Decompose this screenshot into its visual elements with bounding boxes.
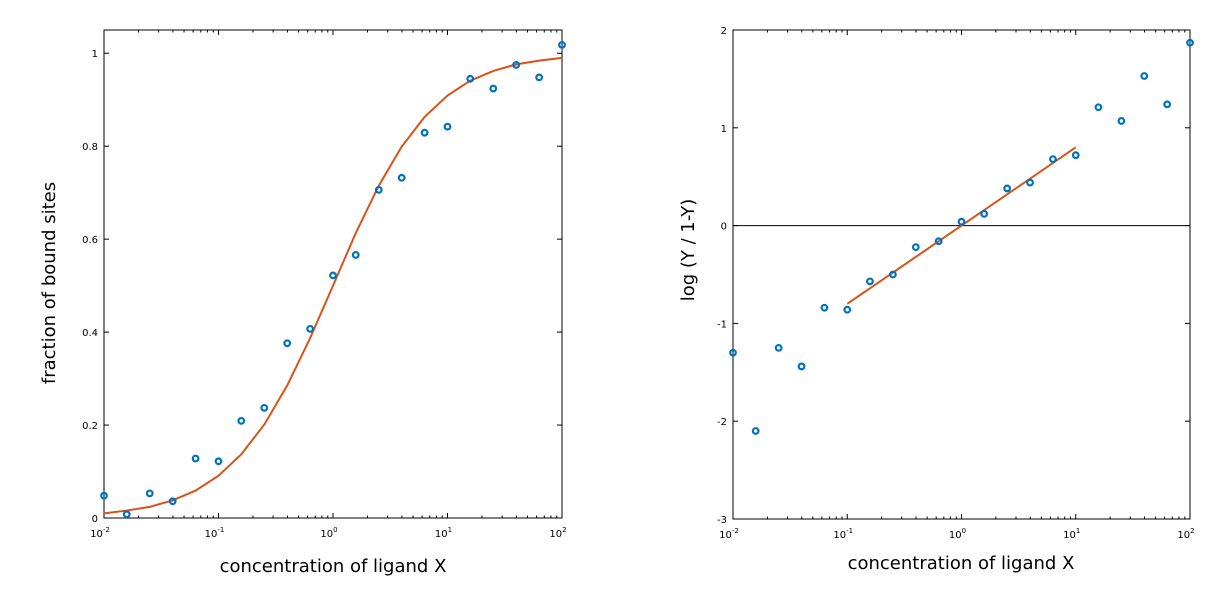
x-tick-label: 100 xyxy=(949,527,966,541)
data-point xyxy=(751,427,760,435)
data-point xyxy=(911,243,920,252)
data-point xyxy=(283,339,292,348)
chart-1: 10-2 10-1 100 101 102 0 0.2 0.4 0.6 0.8 1 concentra… xyxy=(39,29,567,577)
x-tick-label: 10-1 xyxy=(833,527,853,541)
data-point xyxy=(329,271,337,280)
x-tick-label: 102 xyxy=(1177,527,1194,541)
fit-line xyxy=(103,56,563,515)
data-point xyxy=(168,497,177,506)
y-tick-label: -2 xyxy=(717,417,727,428)
data-point xyxy=(820,303,829,312)
y-tick-label: 0 xyxy=(92,514,98,525)
data-point xyxy=(1003,184,1012,193)
data-point xyxy=(729,348,737,357)
y-tick-label: 0.8 xyxy=(82,142,98,153)
y-tick-label: 1 xyxy=(721,124,727,135)
data-point xyxy=(1071,151,1080,160)
data-point xyxy=(1140,72,1149,80)
x-tick-label: 101 xyxy=(435,526,452,540)
data-point xyxy=(260,403,269,412)
data-point xyxy=(866,277,874,286)
data-point xyxy=(237,416,246,425)
y-tick-label: 0.4 xyxy=(82,328,98,339)
data-point xyxy=(512,60,521,69)
data-point xyxy=(934,237,943,246)
x-axis-label: concentration of ligand X xyxy=(220,556,447,577)
y-tick-label: 0 xyxy=(721,222,727,233)
fit-line xyxy=(846,146,1077,305)
x-tick-label: 10-1 xyxy=(205,526,225,540)
data-point xyxy=(351,251,360,259)
x-tick-label: 10-2 xyxy=(90,526,110,540)
x-tick-label: 10-2 xyxy=(719,527,739,541)
data-point xyxy=(889,270,897,279)
data-point xyxy=(100,491,108,500)
data-point xyxy=(1026,178,1034,187)
x-tick-label: 102 xyxy=(549,526,566,540)
y-tick-label: 0.6 xyxy=(82,235,98,246)
data-point xyxy=(558,40,566,49)
data-point xyxy=(122,510,131,519)
data-point xyxy=(191,454,200,463)
plot-frame xyxy=(732,29,1191,520)
data-point xyxy=(145,489,154,498)
data-point xyxy=(1186,38,1194,47)
data-point xyxy=(1117,117,1126,125)
x-axis-label: concentration of ligand X xyxy=(848,553,1075,574)
data-point xyxy=(214,457,223,466)
chart-2: 10-2 10-1 100 101 102 -3 -2 -1 0 1 2 concentration … xyxy=(678,26,1195,574)
data-point xyxy=(980,209,989,218)
data-point xyxy=(420,128,429,137)
data-point xyxy=(1163,100,1172,109)
data-point xyxy=(489,84,498,93)
data-point xyxy=(774,343,783,352)
x-tick-label: 101 xyxy=(1063,527,1080,541)
y-tick-label: 1 xyxy=(92,49,98,60)
y-axis-label: fraction of bound sites xyxy=(39,182,60,384)
data-point xyxy=(1049,155,1057,163)
data-point xyxy=(374,185,383,194)
y-tick-label: -1 xyxy=(717,319,727,330)
y-tick-label: 2 xyxy=(721,26,727,37)
data-point xyxy=(397,173,406,182)
data-point xyxy=(957,217,966,226)
data-point xyxy=(306,324,315,333)
y-tick-label: -3 xyxy=(717,515,727,526)
y-tick-label: 0.2 xyxy=(82,421,98,432)
data-point xyxy=(466,74,475,83)
x-tick-label: 100 xyxy=(320,526,337,540)
data-point xyxy=(843,305,852,314)
data-point xyxy=(443,122,452,131)
y-axis-label: log (Y / 1-Y) xyxy=(678,199,699,302)
data-point xyxy=(1094,103,1103,112)
data-point xyxy=(797,362,806,371)
data-point xyxy=(535,73,544,82)
plot-frame xyxy=(103,29,563,519)
